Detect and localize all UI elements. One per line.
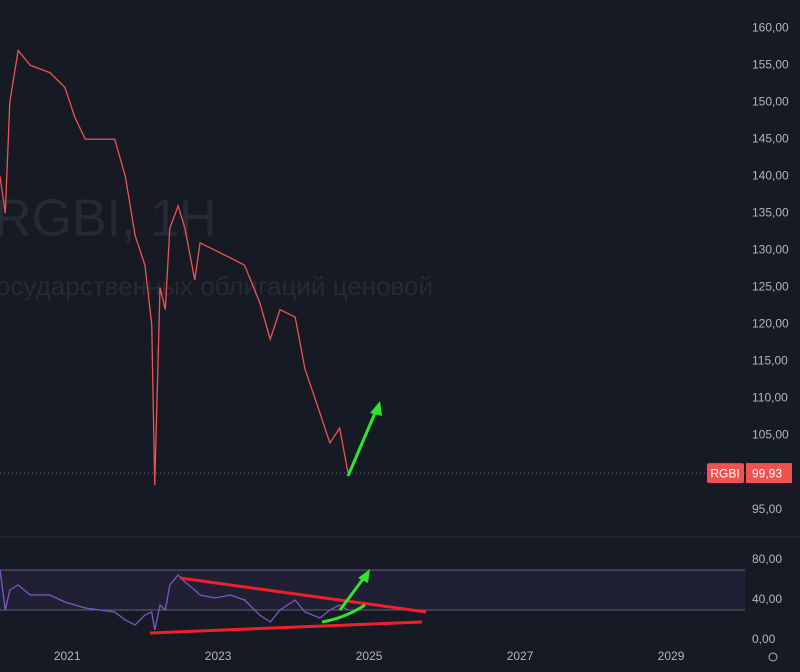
watermark-subtitle: осударственных облигаций ценовой xyxy=(0,271,433,301)
arrow-head xyxy=(358,569,370,583)
x-tick-label: 2025 xyxy=(356,649,383,663)
symbol-tag xyxy=(707,463,744,484)
arrow xyxy=(338,574,368,611)
y-tick-label: 150,00 xyxy=(752,94,789,108)
settings-icon[interactable] xyxy=(768,652,778,662)
last-price-tag xyxy=(746,463,792,484)
y-tick-label: 115,00 xyxy=(752,354,788,368)
y-tick-label: 155,00 xyxy=(752,57,789,71)
y-tick-label: 145,00 xyxy=(752,131,789,145)
arrow-head xyxy=(370,401,382,416)
y-tick-label: 140,00 xyxy=(752,168,789,182)
annotations xyxy=(149,401,778,662)
y-tick-label: 110,00 xyxy=(752,391,788,405)
y-tick-label: 80,00 xyxy=(752,552,782,566)
symbol-label: RGBI xyxy=(710,466,739,480)
x-tick-label: 2021 xyxy=(54,649,81,663)
y-tick-label: 0,00 xyxy=(752,632,776,646)
y-tick-label: 95,00 xyxy=(752,502,782,516)
arrow xyxy=(346,405,380,477)
trend-line xyxy=(179,576,427,614)
y-tick-label: 130,00 xyxy=(752,243,789,257)
y-tick-label: 125,00 xyxy=(752,280,789,294)
y-tick-label: 135,00 xyxy=(752,205,789,219)
y-tick-label: 160,00 xyxy=(752,20,789,34)
y-tick-label: 120,00 xyxy=(752,317,789,331)
series-line xyxy=(0,48,349,486)
y-tick-label: 105,00 xyxy=(752,428,789,442)
watermark-title: RGBI, 1H xyxy=(0,190,217,248)
last-price-label: 99,93 xyxy=(752,466,782,480)
x-tick-label: 2027 xyxy=(507,649,534,663)
x-tick-label: 2023 xyxy=(205,649,232,663)
x-tick-label: 2029 xyxy=(658,649,685,663)
series-line xyxy=(0,569,349,631)
y-tick-label: 40,00 xyxy=(752,592,782,606)
trend-line xyxy=(149,620,423,635)
arrow xyxy=(321,603,366,624)
